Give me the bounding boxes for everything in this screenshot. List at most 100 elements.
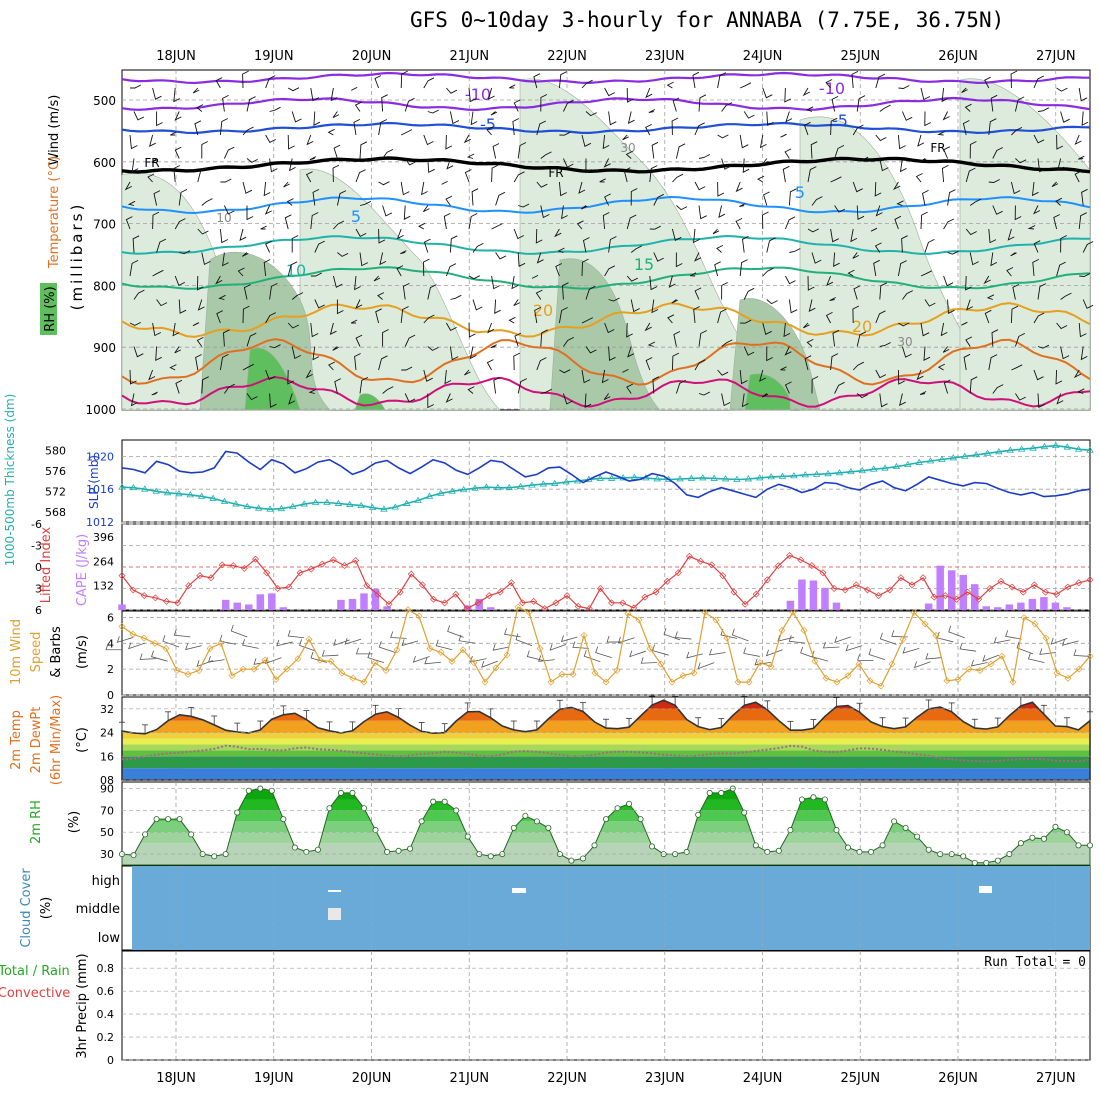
- thickness-group: [118, 441, 1094, 512]
- wind-barb: [1033, 134, 1045, 144]
- wind-speed-marker: [514, 603, 522, 611]
- rh2m-marker: [360, 805, 367, 812]
- temp-band: [122, 744, 1090, 751]
- wind-barb: [811, 196, 823, 206]
- rh2m-marker: [695, 811, 702, 818]
- ylabel-temp-3: (6hr Min/Max): [49, 695, 64, 785]
- wind-barb: [947, 250, 959, 255]
- surface-wind-barb: [697, 662, 715, 670]
- wind-barb: [943, 146, 951, 159]
- rh2m-marker: [1029, 834, 1036, 841]
- rh2m-marker: [245, 787, 252, 794]
- wind-barb: [359, 252, 369, 267]
- thickness-marker: [562, 478, 570, 485]
- thickness-marker: [767, 473, 775, 480]
- wind-barb: [175, 379, 183, 394]
- cloud-gap: [979, 886, 992, 893]
- wind-barb: [694, 252, 702, 262]
- wind-speed-marker: [679, 672, 687, 680]
- wind-barb: [626, 322, 633, 338]
- wind-barb: [676, 205, 688, 211]
- wind-barb: [1080, 346, 1088, 361]
- thickness-marker: [630, 473, 639, 480]
- temperature-contour: [121, 302, 1091, 338]
- rh-shade-area: [744, 373, 791, 411]
- wind-barb: [1057, 158, 1065, 171]
- date-label-bottom: 26JUN: [938, 1071, 978, 1086]
- wind-barb: [194, 120, 202, 136]
- wind-barb: [803, 322, 810, 329]
- wind-barb: [133, 111, 145, 121]
- wind-barb: [830, 117, 838, 136]
- wind-barb: [540, 205, 550, 219]
- wind-barb: [283, 181, 290, 188]
- surface-wind-barb: [1005, 630, 1022, 640]
- surface-wind-barb: [617, 636, 635, 644]
- wind-barb: [647, 341, 656, 347]
- date-label-top: 26JUN: [938, 49, 978, 64]
- wind-barb: [378, 119, 388, 136]
- rh2m-marker: [626, 800, 633, 807]
- lifted-index-marker: [441, 599, 449, 607]
- wind-barb: [833, 252, 840, 267]
- surface-wind-barb: [857, 654, 874, 661]
- wind-barb: [897, 260, 907, 277]
- wind-barb: [246, 393, 258, 401]
- wind-speed-marker: [646, 644, 654, 652]
- wind-barb: [599, 178, 606, 183]
- wind-barb: [379, 252, 387, 266]
- wind-barb: [941, 164, 949, 183]
- wind-barb: [1027, 225, 1036, 230]
- wind-barb: [260, 225, 267, 230]
- wind-speed-marker: [701, 608, 709, 616]
- wind-barb: [449, 346, 459, 361]
- wind-barb: [766, 237, 776, 253]
- wind-barb: [582, 237, 590, 253]
- wind-barb: [762, 322, 772, 335]
- wind-barb: [830, 228, 839, 243]
- wind-barb: [671, 117, 679, 136]
- wind-barb: [811, 376, 819, 394]
- surface-wind-barb: [458, 634, 476, 644]
- wind-barb: [263, 259, 271, 277]
- lifted-index-marker: [385, 600, 393, 608]
- lifted-index-marker: [507, 579, 515, 587]
- wind-barb: [197, 167, 207, 183]
- wind-barb: [400, 181, 410, 196]
- wind-barb: [788, 188, 797, 206]
- rh-legend-swatch: [40, 283, 57, 335]
- li-tick-label: 3: [35, 583, 42, 596]
- thickness-marker: [232, 500, 240, 507]
- wind-barb: [1033, 369, 1044, 381]
- wind-barb: [174, 275, 186, 287]
- wind-barb: [513, 228, 525, 240]
- thickness-marker: [778, 472, 787, 479]
- wind-barb: [427, 393, 435, 409]
- temp-band: [122, 732, 1090, 739]
- surface-wind-barb: [344, 637, 362, 645]
- wind-barb: [1006, 267, 1014, 277]
- wind-speed-marker: [965, 665, 973, 673]
- wind-speed-marker: [173, 666, 181, 674]
- wind-barb: [197, 228, 209, 235]
- wind-barb: [466, 153, 475, 159]
- contour-label: FR: [930, 141, 945, 155]
- thickness-marker: [1086, 446, 1094, 453]
- wind-barb: [513, 99, 521, 112]
- thickness-marker: [961, 452, 969, 459]
- wind-barb: [1033, 75, 1045, 89]
- rh-band: [122, 799, 1090, 811]
- thickness-marker: [1017, 445, 1026, 452]
- wind-barb: [672, 97, 680, 112]
- surface-wind-barb: [515, 633, 533, 647]
- lifted-index-marker: [952, 595, 960, 603]
- wind-barb: [242, 252, 249, 257]
- wind-barb: [531, 274, 539, 279]
- wind-barb: [269, 282, 278, 300]
- wind-barb: [400, 306, 409, 324]
- lifted-index-marker: [363, 582, 371, 590]
- date-label-top: 24JUN: [743, 49, 783, 64]
- wind-barb: [400, 250, 407, 255]
- wind-barb: [174, 111, 182, 121]
- lifted-index-marker: [1019, 588, 1027, 596]
